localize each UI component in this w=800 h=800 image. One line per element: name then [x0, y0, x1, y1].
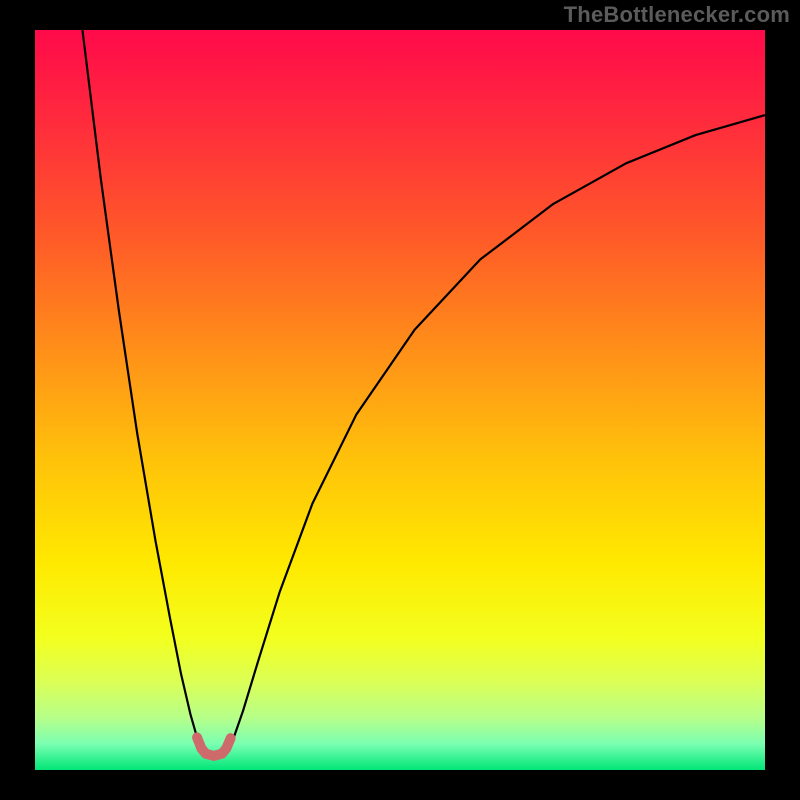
chart-stage: TheBottlenecker.com [0, 0, 800, 800]
bottleneck-chart [0, 0, 800, 800]
watermark-text: TheBottlenecker.com [564, 2, 790, 28]
plot-background-gradient [35, 30, 765, 770]
